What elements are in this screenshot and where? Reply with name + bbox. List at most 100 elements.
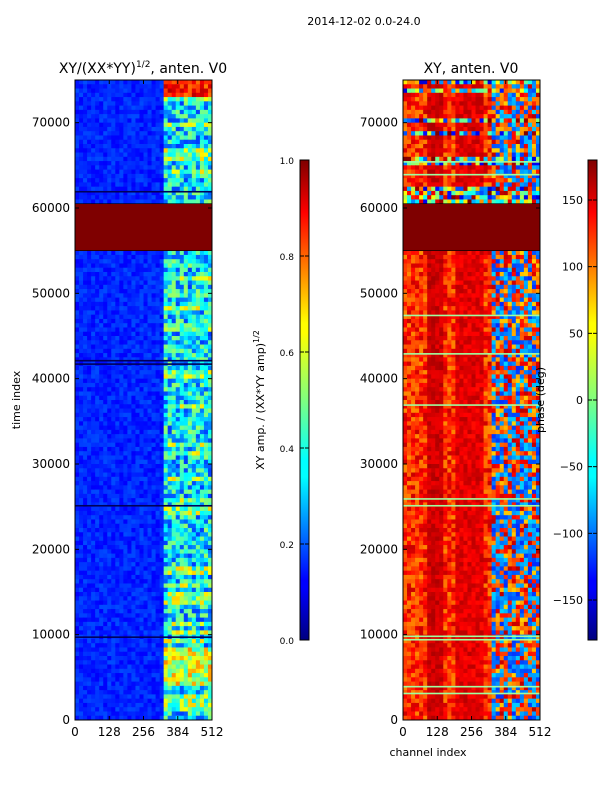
heatmap-cell xyxy=(183,139,189,145)
heatmap-cell xyxy=(191,161,197,166)
heatmap-cell xyxy=(187,348,193,354)
heatmap-cell xyxy=(95,306,100,311)
heatmap-cell xyxy=(163,395,169,401)
heatmap-cell xyxy=(123,604,128,610)
heatmap-cell xyxy=(83,489,88,495)
heatmap-cell xyxy=(115,378,120,384)
heatmap-cell xyxy=(203,425,209,431)
heatmap-cell xyxy=(135,451,141,457)
heatmap-cell xyxy=(171,259,177,265)
heatmap-cell xyxy=(167,156,173,162)
heatmap-cell xyxy=(167,148,173,154)
heatmap-cell xyxy=(183,532,189,538)
heatmap-cell xyxy=(119,549,124,555)
heatmap-cell xyxy=(131,272,137,277)
heatmap-cell xyxy=(79,280,84,286)
heatmap-cell xyxy=(155,647,161,653)
heatmap-cell xyxy=(103,673,108,678)
heatmap-cell xyxy=(159,109,165,115)
heatmap-cell xyxy=(87,660,92,666)
heatmap-cell xyxy=(163,169,169,175)
heatmap-cell xyxy=(135,135,141,141)
heatmap-cell xyxy=(147,272,153,277)
heatmap-cell xyxy=(75,331,80,337)
heatmap-cell xyxy=(199,306,205,311)
heatmap-cell xyxy=(75,178,80,183)
heatmap-cell xyxy=(163,306,169,311)
heatmap-cell xyxy=(203,195,209,201)
heatmap-cell xyxy=(187,323,193,329)
heatmap-cell xyxy=(107,510,112,516)
heatmap-cell xyxy=(91,323,96,329)
heatmap-cell xyxy=(183,182,189,188)
heatmap-cell xyxy=(191,139,197,145)
heatmap-cell xyxy=(139,114,145,119)
heatmap-cell xyxy=(163,425,169,431)
heatmap-cell xyxy=(207,429,212,435)
heatmap-cell xyxy=(79,382,84,388)
heatmap-cell xyxy=(151,408,157,414)
heatmap-cell xyxy=(147,126,153,132)
heatmap-cell xyxy=(111,353,116,358)
heatmap-cell xyxy=(179,357,185,363)
heatmap-cell xyxy=(115,109,120,115)
heatmap-cell xyxy=(75,673,80,678)
heatmap-cell xyxy=(75,122,80,128)
heatmap-cell xyxy=(155,126,161,132)
heatmap-cell xyxy=(187,451,193,457)
heatmap-cell xyxy=(171,459,177,465)
heatmap-cell xyxy=(123,570,128,576)
heatmap-cell xyxy=(87,685,92,691)
heatmap-cell xyxy=(131,425,137,431)
heatmap-cell xyxy=(171,306,177,311)
heatmap-cell xyxy=(179,327,185,333)
heatmap-cell xyxy=(183,583,189,589)
heatmap-cell xyxy=(103,651,108,657)
heatmap-cell xyxy=(139,651,145,657)
heatmap-cell xyxy=(199,630,205,636)
heatmap-cell xyxy=(203,553,209,559)
heatmap-cell xyxy=(135,438,141,444)
heatmap-cell xyxy=(107,493,112,499)
heatmap-cell xyxy=(79,451,84,457)
heatmap-cell xyxy=(195,340,201,346)
heatmap-cell xyxy=(91,327,96,333)
heatmap-cell xyxy=(115,476,120,482)
heatmap-cell xyxy=(191,472,197,478)
heatmap-cell xyxy=(79,438,84,444)
heatmap-cell xyxy=(147,519,153,525)
heatmap-cell xyxy=(191,587,197,593)
heatmap-cell xyxy=(83,101,88,107)
heatmap-cell xyxy=(83,92,88,98)
heatmap-cell xyxy=(75,489,80,495)
heatmap-cell xyxy=(115,139,120,145)
heatmap-cell xyxy=(187,506,193,512)
heatmap-cell xyxy=(131,114,137,119)
heatmap-cell xyxy=(123,156,128,162)
heatmap-cell xyxy=(103,293,108,299)
heatmap-cell xyxy=(115,502,120,508)
heatmap-cell xyxy=(199,536,205,542)
heatmap-cell xyxy=(103,254,108,260)
heatmap-cell xyxy=(103,173,108,179)
heatmap-cell xyxy=(119,173,124,179)
heatmap-cell xyxy=(191,604,197,610)
heatmap-cell xyxy=(99,621,104,627)
heatmap-cell xyxy=(79,122,84,128)
heatmap-cell xyxy=(119,165,124,171)
heatmap-cell xyxy=(151,664,157,670)
heatmap-cell xyxy=(195,660,201,666)
heatmap-cell xyxy=(195,638,201,644)
heatmap-cell xyxy=(159,421,165,427)
heatmap-cell xyxy=(163,340,169,346)
heatmap-cell xyxy=(171,574,177,580)
heatmap-cell xyxy=(127,395,133,401)
heatmap-cell xyxy=(167,668,173,674)
heatmap-cell xyxy=(111,280,116,286)
heatmap-cell xyxy=(167,685,173,691)
heatmap-cell xyxy=(167,182,173,188)
heatmap-cell xyxy=(103,190,108,196)
heatmap-cell xyxy=(167,310,173,316)
heatmap-cell xyxy=(111,314,116,320)
heatmap-cell xyxy=(155,357,161,363)
